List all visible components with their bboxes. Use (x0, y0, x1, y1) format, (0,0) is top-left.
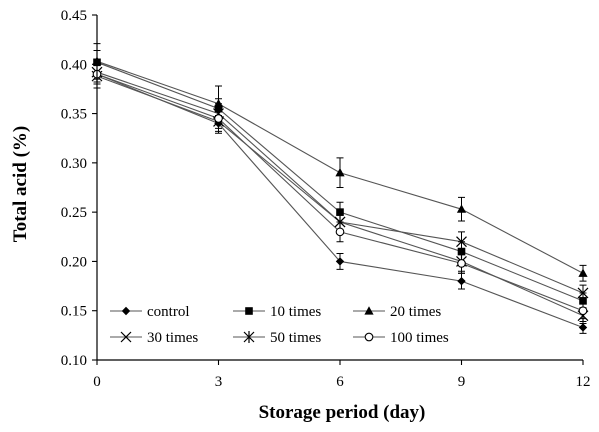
series-line-50-times (96, 75, 584, 317)
data-point-30-times (456, 236, 467, 248)
legend-label: 20 times (390, 304, 441, 320)
circle-marker-shape (335, 227, 345, 237)
y-tick-label: 0.40 (61, 57, 87, 73)
series-line-control (96, 73, 584, 328)
x-ticks: 0 3 6 9 12 (93, 360, 591, 390)
x-tick-label: 0 (93, 374, 101, 390)
data-point-100-times (335, 227, 345, 237)
data-point-50-times (334, 216, 346, 228)
legend-label: 100 times (390, 330, 449, 346)
y-tick-label: 0.30 (61, 156, 87, 172)
x-marker-shape (456, 236, 467, 248)
diamond-marker-shape (121, 306, 131, 316)
data-point-10-times (336, 208, 344, 216)
legend-marker (364, 332, 374, 342)
x-tick-label: 12 (576, 374, 591, 390)
y-axis-title: Total acid (%) (10, 126, 31, 242)
y-tick-label: 0.20 (61, 254, 87, 270)
data-point-100-times (457, 259, 466, 268)
legend-item-10-times: 10 times (233, 304, 321, 320)
circle-marker-shape (457, 259, 466, 268)
triangle-marker-shape (335, 167, 345, 177)
legend-label: control (147, 304, 190, 320)
y-tick-label: 0.45 (61, 8, 87, 24)
triangle-marker-shape (213, 98, 224, 108)
square-marker-shape (336, 208, 344, 216)
legend-marker (364, 306, 374, 315)
y-tick-label: 0.35 (61, 107, 87, 123)
y-ticks: 0.10 0.15 0.20 0.25 0.30 0.35 0.40 0.45 (61, 8, 97, 369)
legend-marker (120, 331, 132, 343)
legend-item-20-times: 20 times (353, 304, 441, 320)
diamond-marker-shape (335, 257, 345, 266)
series-markers (91, 56, 589, 332)
data-point-control (578, 323, 588, 332)
y-tick-label: 0.25 (61, 205, 87, 221)
legend-label: 30 times (147, 330, 198, 346)
legend-label: 50 times (270, 330, 321, 346)
data-point-10-times (214, 104, 223, 113)
triangle-marker-shape (578, 268, 588, 277)
legend-label: 10 times (270, 304, 321, 320)
asterisk-marker-shape (334, 216, 346, 228)
x-tick-label: 9 (458, 374, 466, 390)
triangle-marker-shape (364, 306, 374, 315)
diamond-marker-shape (457, 276, 466, 286)
data-point-100-times (214, 114, 223, 123)
legend: control 10 times 20 times 30 times 50 times 1… (110, 304, 449, 346)
square-marker-shape (457, 247, 466, 256)
data-point-100-times (578, 306, 588, 316)
x-tick-label: 3 (215, 374, 223, 390)
triangle-marker-shape (456, 204, 467, 213)
data-point-control (457, 276, 466, 286)
data-point-30-times (577, 287, 589, 299)
series-line-100-times (96, 73, 584, 312)
square-marker-shape (245, 307, 253, 315)
data-point-20-times (578, 268, 588, 277)
y-tick-label: 0.15 (61, 304, 87, 320)
diamond-marker-shape (578, 323, 588, 332)
data-point-20-times (335, 167, 345, 177)
x-axis-title: Storage period (day) (259, 402, 426, 423)
circle-marker-shape (214, 114, 223, 123)
data-point-control (335, 257, 345, 266)
error-bars (93, 43, 587, 334)
legend-item-100-times: 100 times (353, 330, 449, 346)
square-marker-shape (579, 297, 587, 305)
legend-item-control: control (110, 304, 190, 320)
legend-marker (243, 331, 255, 343)
legend-marker (121, 306, 131, 316)
data-point-20-times (213, 98, 224, 108)
data-point-10-times (579, 297, 587, 305)
legend-item-30-times: 30 times (110, 330, 198, 346)
square-marker-shape (214, 104, 223, 113)
asterisk-marker-shape (243, 331, 255, 343)
circle-marker-shape (364, 332, 374, 342)
x-marker-shape (577, 287, 589, 299)
x-marker-shape (120, 331, 132, 343)
circle-marker-shape (578, 306, 588, 316)
series-lines (96, 60, 584, 328)
x-tick-label: 6 (336, 374, 344, 390)
y-tick-label: 0.10 (61, 353, 87, 369)
legend-marker (245, 307, 253, 315)
legend-item-50-times: 50 times (233, 330, 321, 346)
data-point-20-times (456, 204, 467, 213)
data-point-10-times (457, 247, 466, 256)
